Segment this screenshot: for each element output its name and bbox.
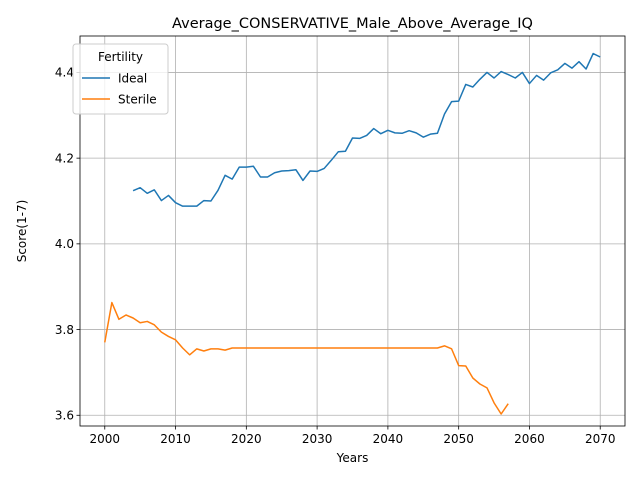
legend-label-ideal: Ideal — [118, 71, 147, 85]
legend-box — [72, 43, 169, 115]
x-tick-label: 2020 — [231, 432, 262, 446]
y-axis-ticks: 3.6 3.8 4.0 4.2 4.4 — [55, 66, 80, 423]
legend-title: Fertility — [98, 50, 143, 64]
x-tick-label: 2030 — [302, 432, 333, 446]
x-tick-label: 2010 — [160, 432, 191, 446]
axes-frame — [79, 35, 626, 427]
x-tick-label: 2060 — [514, 432, 545, 446]
y-tick-label: 4.0 — [55, 237, 74, 251]
legend-label-sterile: Sterile — [118, 92, 157, 106]
series-line-sterile — [104, 301, 509, 415]
x-tick-label: 2070 — [585, 432, 616, 446]
y-tick-label: 3.6 — [55, 409, 74, 423]
x-tick-label: 2040 — [373, 432, 404, 446]
chart-title: Average_CONSERVATIVE_Male_Above_Average_… — [172, 16, 533, 32]
y-tick-label: 3.8 — [55, 323, 74, 337]
y-axis-label: Score(1-7) — [15, 200, 29, 263]
legend-items: Ideal Sterile — [82, 71, 157, 106]
y-tick-label: 4.4 — [55, 66, 74, 80]
x-axis-label: Years — [336, 451, 369, 465]
gridlines — [80, 36, 625, 426]
series-layer — [104, 52, 601, 415]
y-tick-label: 4.2 — [55, 151, 74, 165]
x-tick-label: 2050 — [443, 432, 474, 446]
x-axis-ticks: 2000 2010 2020 2030 2040 2050 2060 2070 — [89, 426, 616, 446]
series-line-ideal — [132, 52, 601, 207]
legend: Fertility Ideal Sterile — [72, 43, 169, 115]
x-tick-label: 2000 — [89, 432, 120, 446]
